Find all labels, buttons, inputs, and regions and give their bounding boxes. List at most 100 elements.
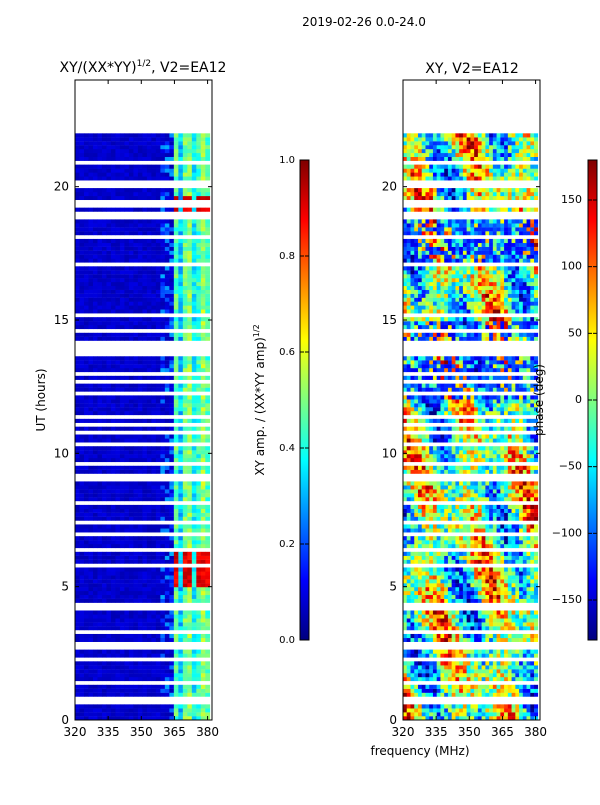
heatmap-cell (84, 528, 89, 532)
heatmap-cell (75, 176, 80, 180)
heatmap-cell (455, 505, 459, 509)
heatmap-cell (75, 169, 80, 173)
heatmap-cell (174, 454, 179, 458)
heatmap-cell (508, 665, 512, 669)
heatmap-cell (147, 133, 152, 137)
heatmap-cell (527, 567, 531, 571)
heatmap-cell (500, 579, 504, 583)
heatmap-cell (97, 172, 102, 176)
heatmap-cell (174, 419, 179, 423)
heatmap-cell (97, 239, 102, 243)
heatmap-cell (467, 638, 471, 642)
heatmap-cell (192, 290, 197, 294)
heatmap-cell (129, 591, 134, 595)
heatmap-cell (205, 544, 210, 548)
heatmap-cell (75, 704, 80, 708)
heatmap-cell (133, 172, 138, 176)
heatmap-cell (111, 403, 116, 407)
heatmap-cell (111, 614, 116, 618)
heatmap-cell (493, 689, 497, 693)
heatmap-cell (459, 614, 463, 618)
heatmap-cell (93, 309, 98, 313)
heatmap-cell (183, 360, 188, 364)
heatmap-cell (192, 286, 197, 290)
heatmap-cell (500, 509, 504, 513)
heatmap-cell (102, 708, 107, 712)
heatmap-cell (97, 575, 102, 579)
heatmap-cell (115, 282, 120, 286)
heatmap-cell (192, 419, 197, 423)
heatmap-cell (463, 536, 467, 540)
heatmap-cell (142, 481, 147, 485)
heatmap-cell (183, 458, 188, 462)
heatmap-cell (151, 403, 156, 407)
heatmap-cell (165, 356, 170, 360)
heatmap-cell (504, 638, 508, 642)
heatmap-cell (433, 524, 437, 528)
heatmap-cell (205, 399, 210, 403)
heatmap-cell (470, 693, 474, 697)
heatmap-cell (196, 286, 201, 290)
heatmap-cell (97, 571, 102, 575)
heatmap-cell (512, 673, 516, 677)
heatmap-cell (407, 673, 411, 677)
heatmap-cell (138, 165, 143, 169)
heatmap-cell (440, 536, 444, 540)
heatmap-cell (493, 693, 497, 697)
heatmap-cell (455, 540, 459, 544)
heatmap-cell (111, 317, 116, 321)
heatmap-cell (129, 294, 134, 298)
heatmap-cell (102, 689, 107, 693)
heatmap-cell (133, 165, 138, 169)
heatmap-cell (482, 575, 486, 579)
heatmap-cell (151, 286, 156, 290)
heatmap-cell (440, 669, 444, 673)
heatmap-cell (497, 509, 501, 513)
heatmap-cell (478, 595, 482, 599)
heatmap-cell (151, 321, 156, 325)
heatmap-cell (79, 454, 84, 458)
heatmap-cell (205, 196, 210, 200)
heatmap-cell (115, 223, 120, 227)
heatmap-cell (523, 654, 527, 658)
heatmap-cell (187, 247, 192, 251)
heatmap-cell (106, 434, 111, 438)
heatmap-cell (160, 251, 165, 255)
heatmap-cell (169, 654, 174, 658)
heatmap-cell (187, 286, 192, 290)
heatmap-cell (106, 270, 111, 274)
heatmap-cell (111, 610, 116, 614)
heatmap-cell (102, 618, 107, 622)
heatmap-cell (205, 286, 210, 290)
heatmap-cell (97, 466, 102, 470)
heatmap-cell (459, 575, 463, 579)
heatmap-cell (106, 258, 111, 262)
heatmap-cell (422, 614, 426, 618)
heatmap-cell (174, 661, 179, 665)
heatmap-cell (133, 333, 138, 337)
heatmap-cell (79, 599, 84, 603)
heatmap-cell (515, 650, 519, 654)
heatmap-cell (440, 505, 444, 509)
heatmap-cell (133, 192, 138, 196)
heatmap-cell (201, 149, 206, 153)
heatmap-cell (205, 188, 210, 192)
heatmap-cell (174, 239, 179, 243)
heatmap-cell (205, 384, 210, 388)
heatmap-cell (147, 294, 152, 298)
heatmap-cell (192, 552, 197, 556)
heatmap-cell (169, 560, 174, 564)
heatmap-cell (151, 587, 156, 591)
heatmap-cell (88, 575, 93, 579)
heatmap-cell (201, 677, 206, 681)
heatmap-cell (452, 685, 456, 689)
heatmap-cell (448, 673, 452, 677)
heatmap-cell (147, 610, 152, 614)
heatmap-cell (463, 673, 467, 677)
heatmap-cell (111, 172, 116, 176)
heatmap-cell (124, 591, 129, 595)
heatmap-cell (79, 368, 84, 372)
heatmap-cell (151, 243, 156, 247)
heatmap-cell (512, 618, 516, 622)
heatmap-cell (97, 243, 102, 247)
